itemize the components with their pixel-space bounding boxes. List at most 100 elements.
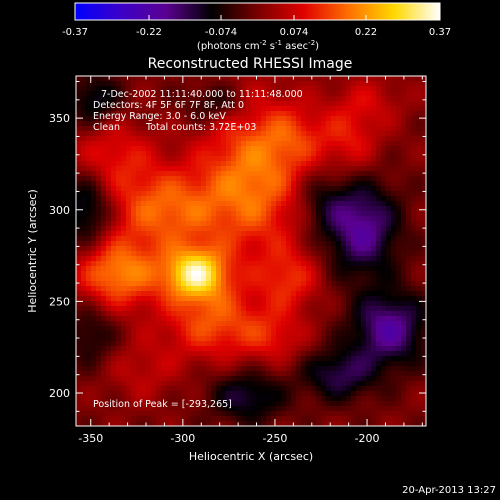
heatmap-cell	[141, 126, 147, 132]
heatmap-cell	[381, 341, 387, 347]
heatmap-cell	[81, 91, 87, 97]
heatmap-cell	[276, 141, 282, 147]
heatmap-cell	[346, 206, 352, 212]
heatmap-cell	[286, 191, 292, 197]
heatmap-cell	[176, 276, 182, 282]
heatmap-cell	[181, 366, 187, 372]
heatmap-cell	[391, 316, 397, 322]
heatmap-cell	[96, 191, 102, 197]
heatmap-cell	[316, 286, 322, 292]
heatmap-cell	[196, 386, 202, 392]
heatmap-cell	[181, 161, 187, 167]
heatmap-cell	[111, 226, 117, 232]
heatmap-cell	[121, 256, 127, 262]
heatmap-cell	[96, 421, 102, 427]
heatmap-cell	[126, 406, 132, 412]
heatmap-cell	[401, 331, 407, 337]
heatmap-cell	[216, 151, 222, 157]
heatmap-cell	[76, 271, 82, 277]
heatmap-cell	[276, 276, 282, 282]
heatmap-cell	[326, 216, 332, 222]
heatmap-cell	[196, 416, 202, 422]
heatmap-cell	[341, 191, 347, 197]
heatmap-cell	[171, 416, 177, 422]
heatmap-cell	[111, 211, 117, 217]
heatmap-cell	[106, 171, 112, 177]
heatmap-cell	[341, 351, 347, 357]
heatmap-cell	[291, 181, 297, 187]
heatmap-cell	[316, 171, 322, 177]
heatmap-cell	[191, 81, 197, 87]
heatmap-cell	[266, 351, 272, 357]
heatmap-cell	[271, 421, 277, 427]
heatmap-cell	[341, 281, 347, 287]
heatmap-cell	[96, 221, 102, 227]
heatmap-cell	[96, 256, 102, 262]
heatmap-cell	[226, 386, 232, 392]
heatmap-cell	[366, 366, 372, 372]
heatmap-cell	[186, 391, 192, 397]
heatmap-cell	[231, 101, 237, 107]
heatmap-cell	[311, 316, 317, 322]
heatmap-cell	[146, 206, 152, 212]
heatmap-cell	[121, 351, 127, 357]
heatmap-cell	[201, 251, 207, 257]
heatmap-cell	[291, 286, 297, 292]
heatmap-cell	[271, 101, 277, 107]
heatmap-cell	[261, 181, 267, 187]
heatmap-cell	[416, 126, 422, 132]
heatmap-cell	[151, 371, 157, 377]
heatmap-cell	[321, 186, 327, 192]
heatmap-cell	[256, 271, 262, 277]
heatmap-cell	[91, 141, 97, 147]
heatmap-cell	[236, 396, 242, 402]
heatmap-cell	[421, 226, 427, 232]
heatmap-cell	[266, 176, 272, 182]
heatmap-cell	[91, 186, 97, 192]
heatmap-cell	[116, 321, 122, 327]
heatmap-cell	[356, 81, 362, 87]
heatmap-cell	[396, 281, 402, 287]
heatmap-cell	[356, 246, 362, 252]
heatmap-cell	[186, 221, 192, 227]
heatmap-cell	[386, 406, 392, 412]
heatmap-cell	[256, 401, 262, 407]
heatmap-cell	[301, 86, 307, 92]
heatmap-cell	[136, 346, 142, 352]
heatmap-cell	[206, 291, 212, 297]
heatmap-cell	[236, 201, 242, 207]
heatmap-cell	[296, 391, 302, 397]
heatmap-cell	[156, 416, 162, 422]
heatmap-cell	[411, 226, 417, 232]
heatmap-cell	[296, 401, 302, 407]
heatmap-cell	[281, 141, 287, 147]
heatmap-cell	[266, 191, 272, 197]
heatmap-cell	[411, 241, 417, 247]
heatmap-cell	[226, 366, 232, 372]
heatmap-cell	[321, 91, 327, 97]
heatmap-cell	[326, 91, 332, 97]
heatmap-cell	[116, 126, 122, 132]
heatmap-cell	[211, 256, 217, 262]
heatmap-cell	[196, 411, 202, 417]
heatmap-cell	[126, 216, 132, 222]
heatmap-cell	[296, 251, 302, 257]
heatmap-cell	[291, 331, 297, 337]
heatmap-cell	[421, 241, 427, 247]
heatmap-cell	[301, 161, 307, 167]
heatmap-cell	[226, 251, 232, 257]
heatmap-cell	[206, 156, 212, 162]
heatmap-cell	[186, 356, 192, 362]
heatmap-cell	[361, 166, 367, 172]
heatmap-cell	[351, 296, 357, 302]
heatmap-cell	[266, 251, 272, 257]
heatmap-cell	[181, 191, 187, 197]
heatmap-cell	[266, 166, 272, 172]
heatmap-cell	[86, 121, 92, 127]
heatmap-cell	[321, 286, 327, 292]
heatmap-cell	[106, 151, 112, 157]
heatmap-cell	[321, 406, 327, 412]
heatmap-cell	[86, 211, 92, 217]
heatmap-cell	[376, 266, 382, 272]
heatmap-cell	[401, 401, 407, 407]
